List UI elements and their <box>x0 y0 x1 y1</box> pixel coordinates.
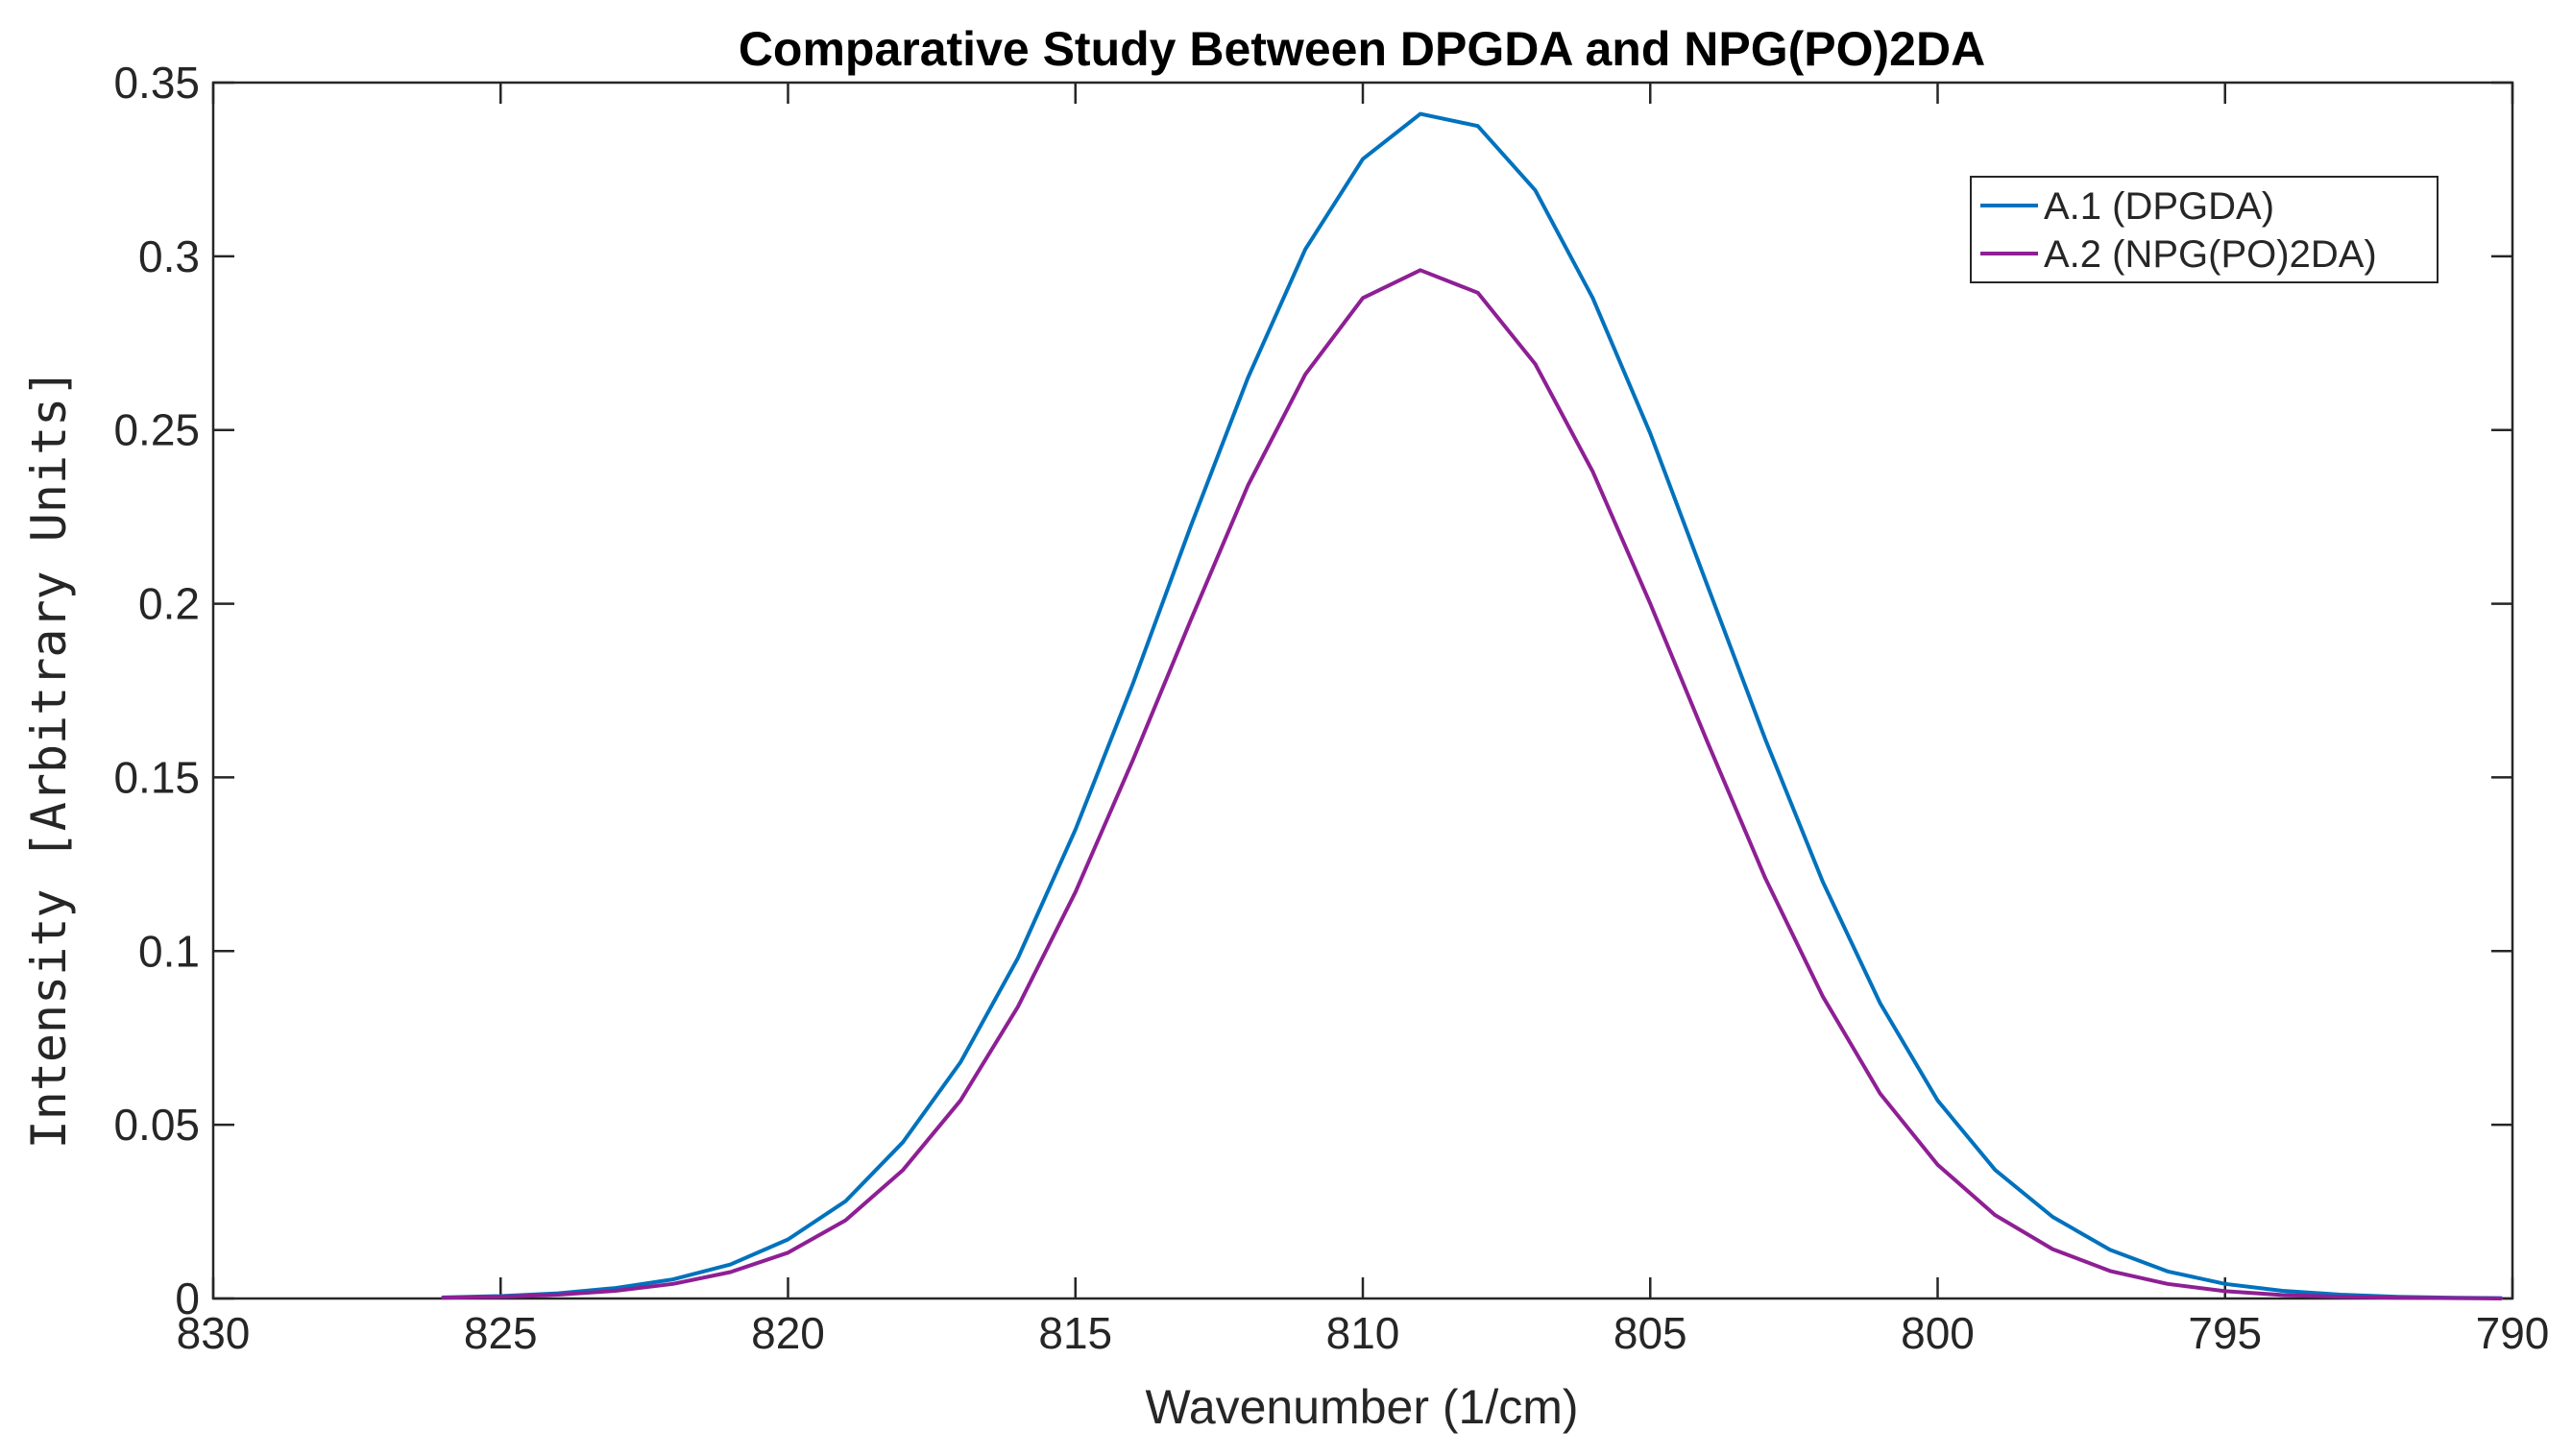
ticks-layer: 830 825 820 815 810 805 800 795 790 0 0.05 0.1 0.15 0… <box>113 58 2549 1358</box>
series-line-1 <box>441 268 2503 1300</box>
x-tick-label: 795 <box>2188 1308 2262 1358</box>
legend-box <box>1970 176 2439 283</box>
y-tick-label: 0.25 <box>113 405 200 455</box>
legend-label-dpgda: A.1 (DPGDA) <box>2044 185 2274 228</box>
y-tick-label: 0.35 <box>113 58 200 108</box>
x-tick-label: 825 <box>464 1308 538 1358</box>
chart-title: Comparative Study Between DPGDA and NPG(… <box>739 22 1985 76</box>
legend: A.1 (DPGDA) A.2 (NPG(PO)2DA) <box>1970 176 2439 283</box>
y-tick-label: 0.2 <box>138 579 200 629</box>
x-tick-label: 800 <box>1901 1308 1975 1358</box>
plot-area <box>211 81 2514 1300</box>
legend-label-npgpo2da: A.2 (NPG(PO)2DA) <box>2044 233 2377 276</box>
x-tick-label: 810 <box>1326 1308 1400 1358</box>
x-tick-label: 830 <box>177 1308 251 1358</box>
x-tick-label: 820 <box>751 1308 825 1358</box>
series-layer <box>441 111 2503 1300</box>
x-tick-label: 815 <box>1038 1308 1112 1358</box>
y-axis-label: Intensity [Arbitrary Units] <box>21 369 77 1150</box>
y-tick-label: 0.1 <box>138 926 200 976</box>
x-tick-label: 790 <box>2476 1308 2550 1358</box>
y-tick-label: 0 <box>175 1274 200 1323</box>
y-tick-label: 0.15 <box>113 752 200 802</box>
x-axis-label: Wavenumber (1/cm) <box>1145 1380 1578 1434</box>
x-tick-label: 805 <box>1614 1308 1687 1358</box>
y-tick-label: 0.05 <box>113 1100 200 1150</box>
y-tick-label: 0.3 <box>138 231 200 281</box>
series-line-0 <box>441 111 2503 1300</box>
